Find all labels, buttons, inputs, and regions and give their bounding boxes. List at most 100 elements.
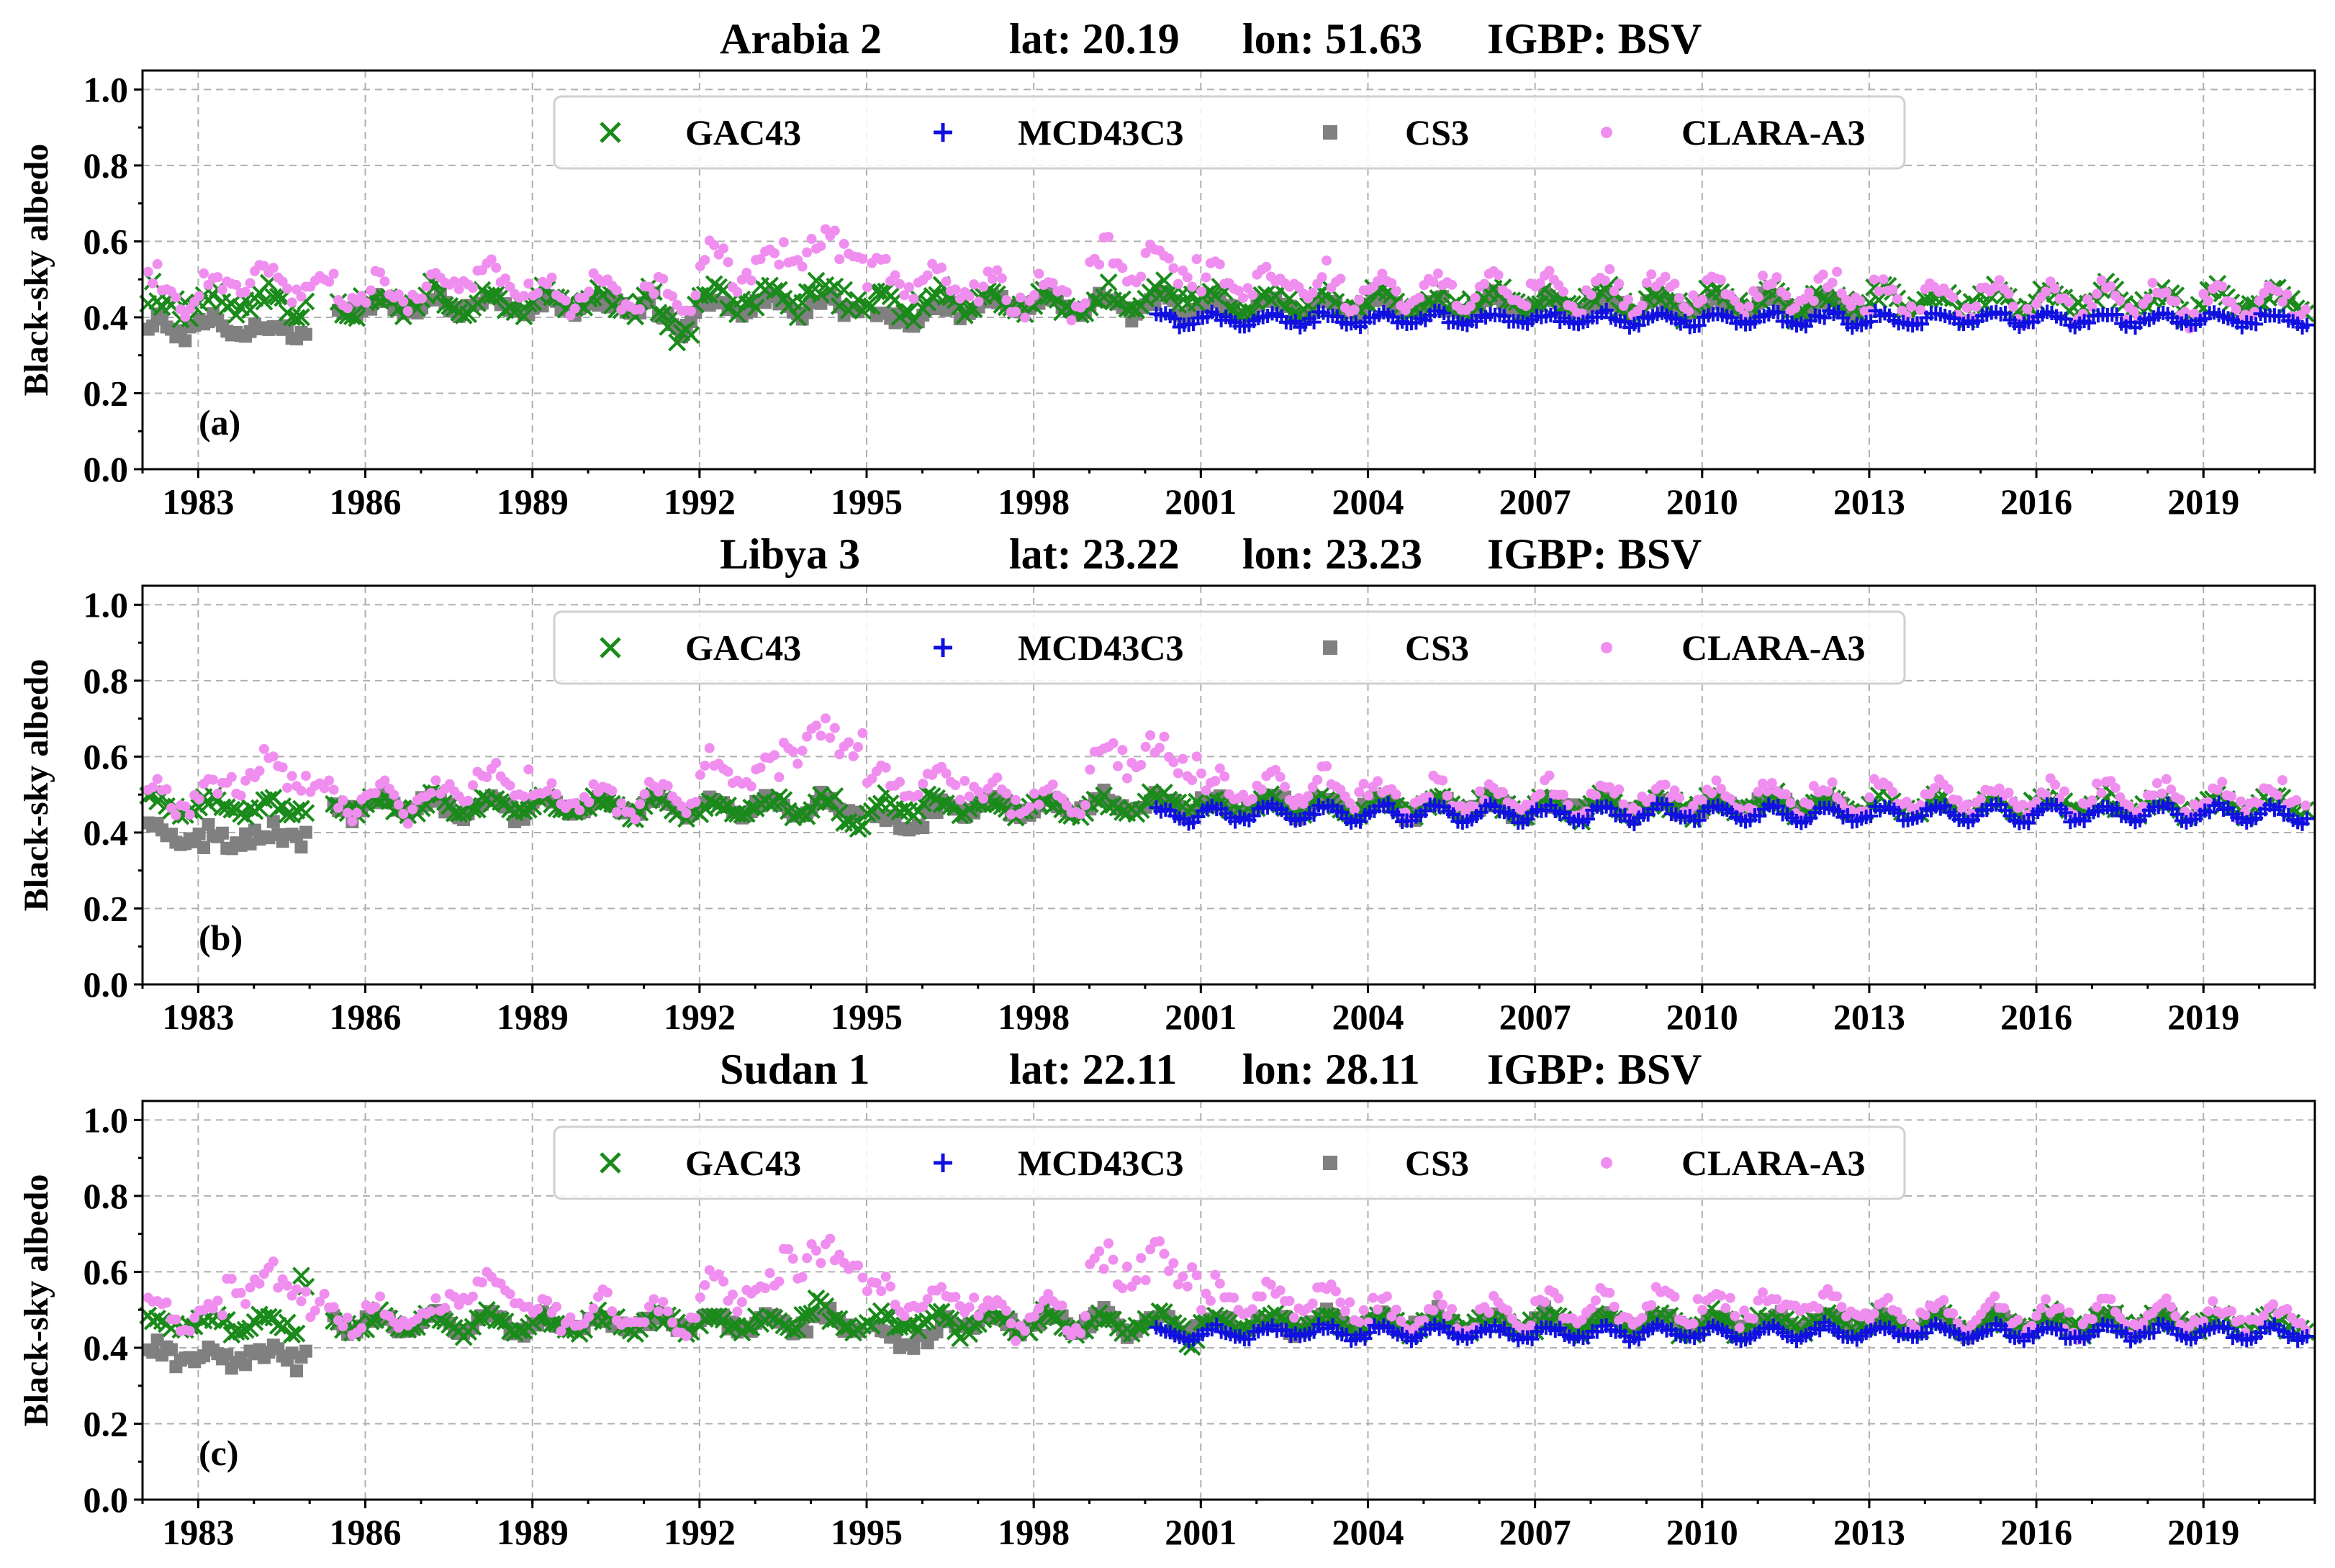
point-clara-a3 bbox=[2161, 1293, 2172, 1304]
legend-label-clara-a3: CLARA-A3 bbox=[1681, 627, 1866, 668]
point-clara-a3 bbox=[477, 1277, 487, 1288]
point-gac43 bbox=[1095, 288, 1114, 307]
point-clara-a3 bbox=[895, 776, 905, 787]
point-clara-a3 bbox=[1163, 253, 1174, 264]
x-tick-label: 1998 bbox=[998, 481, 1070, 522]
point-clara-a3 bbox=[885, 1281, 896, 1292]
point-gac43 bbox=[236, 807, 255, 826]
x-tick-label: 1983 bbox=[162, 997, 234, 1037]
x-tick-label: 2019 bbox=[2167, 997, 2239, 1037]
point-clara-a3 bbox=[449, 1292, 460, 1302]
y-tick-label: 0.6 bbox=[83, 1251, 129, 1292]
point-clara-a3 bbox=[389, 789, 399, 800]
point-clara-a3 bbox=[546, 272, 557, 283]
point-gac43 bbox=[742, 798, 761, 817]
point-clara-a3 bbox=[1869, 274, 1879, 285]
legend-label-cs3: CS3 bbox=[1405, 627, 1469, 668]
point-clara-a3 bbox=[1034, 799, 1044, 810]
point-mcd43c3 bbox=[1817, 310, 1832, 325]
point-clara-a3 bbox=[941, 768, 952, 779]
point-gac43 bbox=[1132, 801, 1150, 820]
point-gac43 bbox=[774, 791, 793, 810]
point-clara-a3 bbox=[194, 291, 204, 302]
point-clara-a3 bbox=[542, 1295, 553, 1306]
point-clara-a3 bbox=[2082, 294, 2093, 305]
point-clara-a3 bbox=[1275, 1285, 1286, 1296]
point-gac43 bbox=[649, 304, 668, 322]
title-lon: lon: 23.23 bbox=[1242, 530, 1422, 578]
x-tick-label: 1995 bbox=[831, 997, 903, 1037]
point-gac43 bbox=[1160, 284, 1178, 303]
point-clara-a3 bbox=[1011, 794, 1021, 805]
point-clara-a3 bbox=[727, 1290, 738, 1300]
point-mcd43c3 bbox=[1525, 1331, 1540, 1346]
point-clara-a3 bbox=[1173, 278, 1183, 289]
point-clara-a3 bbox=[681, 1331, 692, 1341]
point-clara-a3 bbox=[964, 1302, 975, 1313]
point-clara-a3 bbox=[611, 285, 622, 296]
point-clara-a3 bbox=[1864, 792, 1875, 803]
point-clara-a3 bbox=[166, 802, 176, 813]
point-mcd43c3 bbox=[1692, 812, 1707, 828]
point-cs3 bbox=[299, 1344, 312, 1358]
y-tick-label: 1.0 bbox=[83, 69, 129, 109]
point-mcd43c3 bbox=[2109, 307, 2124, 322]
point-cs3 bbox=[907, 1341, 921, 1355]
point-clara-a3 bbox=[1288, 1313, 1299, 1323]
point-clara-a3 bbox=[1103, 232, 1114, 243]
point-clara-a3 bbox=[1878, 274, 1889, 285]
point-gac43 bbox=[255, 292, 274, 311]
point-mcd43c3 bbox=[1631, 318, 1646, 333]
point-clara-a3 bbox=[1447, 279, 1458, 290]
point-clara-a3 bbox=[1163, 1266, 1174, 1277]
point-clara-a3 bbox=[523, 764, 534, 775]
point-cs3 bbox=[916, 821, 930, 835]
point-clara-a3 bbox=[425, 787, 436, 798]
point-clara-a3 bbox=[787, 1254, 798, 1264]
point-clara-a3 bbox=[546, 778, 557, 789]
point-clara-a3 bbox=[1734, 302, 1745, 312]
point-clara-a3 bbox=[1098, 1264, 1109, 1274]
x-tick-label: 1986 bbox=[330, 1512, 402, 1552]
point-clara-a3 bbox=[1108, 1254, 1119, 1265]
point-clara-a3 bbox=[342, 1313, 353, 1323]
x-tick-label: 2004 bbox=[1332, 481, 1404, 522]
point-clara-a3 bbox=[1214, 1278, 1225, 1289]
point-clara-a3 bbox=[1191, 254, 1202, 265]
point-clara-a3 bbox=[802, 247, 813, 258]
point-clara-a3 bbox=[1999, 1302, 2010, 1313]
point-clara-a3 bbox=[611, 807, 622, 817]
point-clara-a3 bbox=[574, 805, 585, 815]
point-clara-a3 bbox=[300, 1286, 311, 1297]
point-clara-a3 bbox=[212, 1295, 223, 1306]
point-clara-a3 bbox=[797, 1272, 808, 1282]
point-clara-a3 bbox=[1280, 781, 1291, 792]
point-clara-a3 bbox=[797, 261, 808, 272]
point-gac43 bbox=[867, 796, 886, 815]
point-clara-a3 bbox=[2050, 284, 2061, 294]
point-clara-a3 bbox=[922, 1294, 933, 1305]
point-clara-a3 bbox=[199, 268, 209, 279]
point-clara-a3 bbox=[584, 1311, 595, 1322]
point-clara-a3 bbox=[1335, 273, 1346, 284]
point-clara-a3 bbox=[518, 791, 529, 802]
point-clara-a3 bbox=[635, 799, 646, 810]
point-cs3 bbox=[299, 327, 312, 341]
point-gac43 bbox=[723, 1317, 742, 1335]
point-clara-a3 bbox=[402, 818, 413, 829]
point-gac43 bbox=[1132, 1318, 1150, 1337]
point-gac43 bbox=[659, 317, 677, 336]
point-clara-a3 bbox=[1117, 263, 1128, 273]
point-clara-a3 bbox=[282, 782, 293, 793]
point-clara-a3 bbox=[2096, 787, 2107, 798]
point-clara-a3 bbox=[1715, 784, 1726, 794]
point-clara-a3 bbox=[467, 780, 478, 791]
point-clara-a3 bbox=[690, 290, 701, 301]
point-gac43 bbox=[515, 307, 533, 326]
point-clara-a3 bbox=[1544, 770, 1555, 781]
point-clara-a3 bbox=[180, 801, 191, 812]
point-clara-a3 bbox=[2161, 287, 2172, 298]
point-clara-a3 bbox=[774, 259, 785, 270]
point-gac43 bbox=[803, 1304, 821, 1323]
point-clara-a3 bbox=[1915, 304, 1926, 315]
